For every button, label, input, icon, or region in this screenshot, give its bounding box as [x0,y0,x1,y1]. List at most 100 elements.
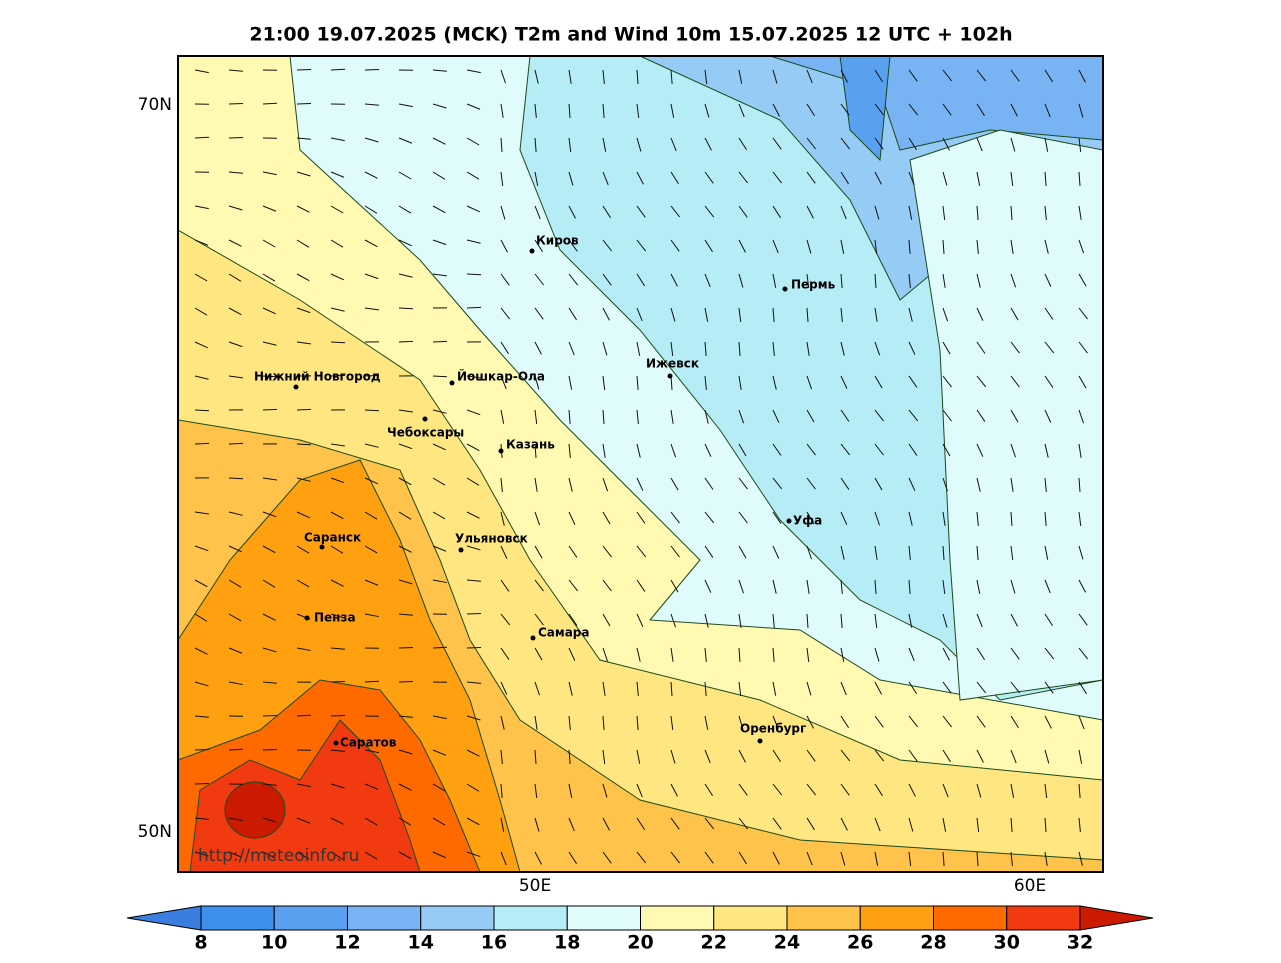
wind-barb [534,307,544,320]
wind-barb [670,69,673,84]
wind-barb [704,817,715,830]
wind-barb [330,511,344,520]
wind-barb [636,647,641,662]
wind-barb [398,273,413,278]
wind-barb [1010,579,1016,594]
lat-label: 50N [138,822,172,842]
colorbar-label: 32 [1067,932,1093,954]
wind-barb [228,171,243,174]
wind-barb [738,375,742,390]
wind-barb [466,273,482,276]
wind-barb [636,817,646,831]
wind-barb [534,69,539,84]
wind-barb [738,273,744,288]
wind-barb [398,443,413,450]
wind-barb [772,273,777,288]
wind-barb [432,171,446,180]
wind-barb [636,103,640,118]
wind-barb [636,69,639,84]
wind-barb [670,749,676,764]
wind-barb [602,783,608,798]
wind-barb [228,442,244,445]
colorbar-segment [640,905,715,931]
wind-barb [670,375,673,390]
wind-barb [602,545,612,558]
colorbar-label: 8 [194,932,207,954]
wind-barb [908,273,911,288]
wind-barb [398,307,414,310]
colorbar-segment [493,905,568,931]
wind-barb [704,171,714,184]
wind-barb [602,137,607,152]
wind-barb [364,171,378,179]
wind-barb [602,715,605,730]
wind-barb [1078,205,1082,220]
wind-barb [364,851,378,860]
wind-barb [1044,545,1049,560]
wind-barb [296,273,310,282]
wind-barb [976,613,983,628]
wind-barb [568,783,573,798]
wind-barb [330,205,344,214]
wind-barb [908,545,911,560]
wind-barb [432,137,446,145]
wind-barb [296,647,311,652]
wind-barb [738,69,743,84]
wind-barb [1078,341,1088,354]
wind-barb [602,579,612,592]
wind-barb [466,545,481,551]
wind-barb [1044,69,1053,83]
wind-barb [568,715,571,730]
wind-barb [602,477,609,492]
wind-barb [772,239,779,254]
wind-barb [330,579,344,587]
wind-barb [670,443,677,458]
wind-barb [194,647,208,655]
wind-barb [874,749,885,762]
wind-barb [466,306,482,309]
wind-barb [364,239,378,248]
wind-barb [500,205,506,220]
wind-barb [534,647,543,661]
wind-barb [602,817,610,831]
wind-barb [364,137,379,143]
wind-barb [500,783,503,798]
wind-barb [194,579,208,588]
wind-barb [568,851,578,865]
wind-barb [364,613,379,618]
wind-barb [738,409,745,424]
city-dot [458,547,464,553]
wind-barb [772,579,777,594]
wind-barb [840,613,843,628]
wind-barb [194,307,208,316]
wind-barb [840,511,848,525]
wind-barb [296,341,311,345]
wind-barb [602,681,606,696]
city-label: Йошкар-Ола [457,369,545,384]
wind-barb [432,205,446,214]
wind-barb [738,171,749,184]
wind-barb [806,545,812,560]
wind-barb [500,273,510,286]
wind-barb [432,579,447,584]
wind-barb [976,579,981,594]
wind-barb [398,715,413,718]
wind-barb [432,375,448,378]
wind-barb [1010,783,1015,798]
colorbar-label: 20 [627,932,653,954]
wind-barb [704,613,709,628]
wind-barb [466,69,481,74]
colorbar-label: 28 [920,932,946,954]
wind-barb [1044,137,1049,152]
wind-barb [602,749,606,764]
wind-barb [602,851,612,864]
wind-barb [432,273,447,277]
wind-barb [636,783,643,798]
wind-barb [364,783,379,790]
wind-barb [942,205,946,220]
wind-barb [602,307,610,321]
wind-barb [534,273,545,286]
city-label: Оренбург [740,722,806,736]
wind-barb [500,103,504,118]
wind-barb [568,69,572,84]
